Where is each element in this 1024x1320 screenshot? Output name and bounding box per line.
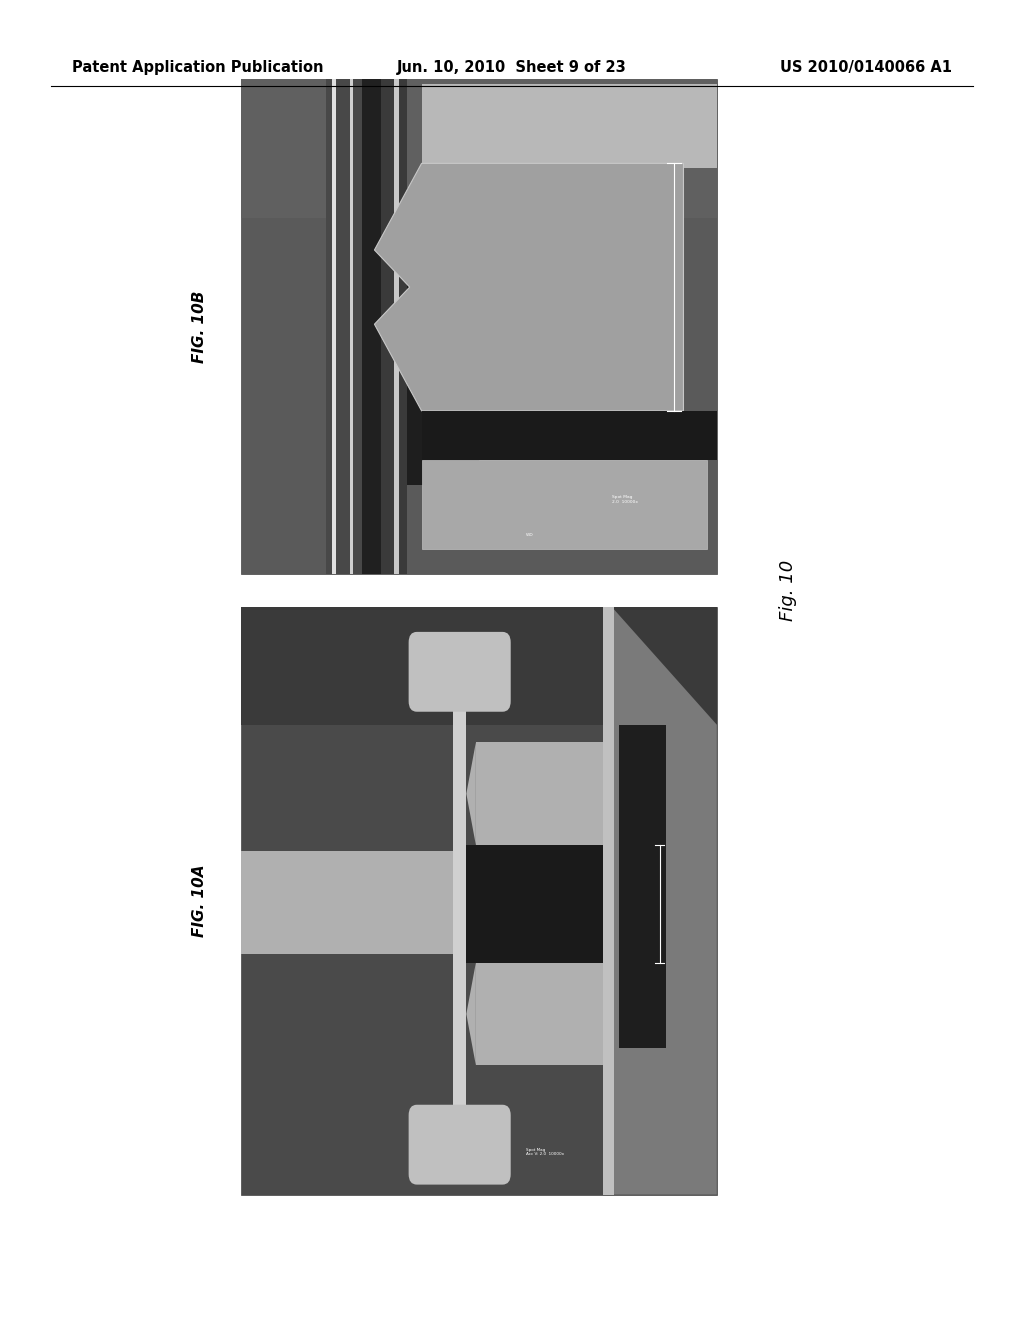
Bar xyxy=(394,79,399,574)
Bar xyxy=(453,677,466,1125)
FancyBboxPatch shape xyxy=(409,632,511,711)
Bar xyxy=(618,725,667,1048)
Text: FIG. 10A: FIG. 10A xyxy=(193,865,207,937)
Text: Spot Mag
Acc V: 2.0  10000x: Spot Mag Acc V: 2.0 10000x xyxy=(526,1147,564,1156)
Bar xyxy=(476,742,618,845)
Bar xyxy=(241,79,717,574)
Bar xyxy=(408,189,479,486)
Bar xyxy=(241,607,717,1195)
Text: Spot Mag
2.0  10000x: Spot Mag 2.0 10000x xyxy=(612,495,638,504)
Polygon shape xyxy=(466,962,476,1065)
Bar xyxy=(381,79,408,574)
Bar xyxy=(241,79,717,218)
Text: US 2010/0140066 A1: US 2010/0140066 A1 xyxy=(780,61,952,75)
Bar xyxy=(602,607,614,1195)
Polygon shape xyxy=(466,742,476,845)
Bar xyxy=(422,411,717,461)
Bar xyxy=(327,79,362,574)
Bar xyxy=(422,461,708,549)
Bar xyxy=(362,79,381,574)
Text: Fig. 10: Fig. 10 xyxy=(779,560,798,622)
Polygon shape xyxy=(375,164,683,411)
Bar xyxy=(422,84,717,169)
Polygon shape xyxy=(612,607,717,1195)
Bar xyxy=(332,79,336,574)
Bar xyxy=(241,607,717,725)
Text: WD: WD xyxy=(526,532,534,537)
Text: Jun. 10, 2010  Sheet 9 of 23: Jun. 10, 2010 Sheet 9 of 23 xyxy=(397,61,627,75)
Bar xyxy=(476,962,618,1065)
Text: FIG. 10B: FIG. 10B xyxy=(193,290,207,363)
Bar xyxy=(466,845,618,962)
Bar xyxy=(349,79,353,574)
Bar xyxy=(241,851,453,954)
FancyBboxPatch shape xyxy=(409,1105,511,1184)
Text: Patent Application Publication: Patent Application Publication xyxy=(72,61,324,75)
